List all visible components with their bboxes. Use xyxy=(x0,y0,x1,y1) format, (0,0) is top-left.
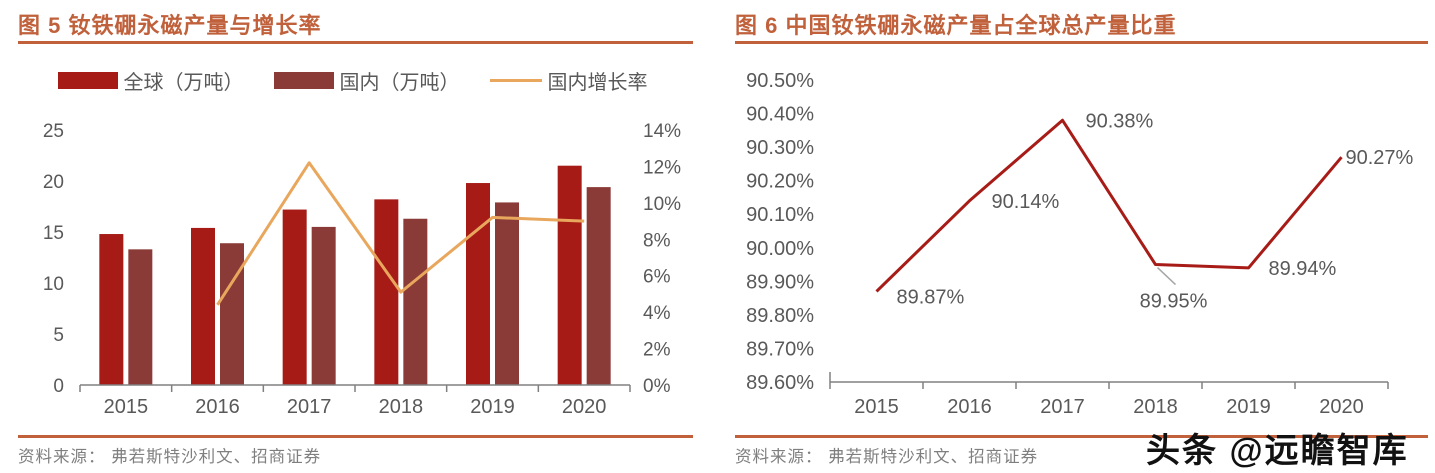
legend-item-global: 全球（万吨） xyxy=(57,66,244,95)
svg-text:89.80%: 89.80% xyxy=(746,305,814,327)
svg-text:15: 15 xyxy=(43,223,64,244)
svg-text:5: 5 xyxy=(53,325,64,346)
figure6-title: 图 6 中国钕铁硼永磁产量占全球总产量比重 xyxy=(735,13,1177,38)
figure5-title: 图 5 钕铁硼永磁产量与增长率 xyxy=(18,13,322,38)
svg-text:2017: 2017 xyxy=(1040,396,1085,418)
svg-text:90.20%: 90.20% xyxy=(746,171,814,193)
figure5-legend: 全球（万吨） 国内（万吨） 国内增长率 xyxy=(18,66,687,95)
svg-text:10: 10 xyxy=(43,274,64,295)
figure5-source: 资料来源： 弗若斯特沙利文、招商证券 xyxy=(18,448,322,466)
legend-label-growth: 国内增长率 xyxy=(547,72,648,94)
svg-text:2019: 2019 xyxy=(470,396,515,418)
svg-text:90.50%: 90.50% xyxy=(746,70,814,92)
svg-text:2018: 2018 xyxy=(1133,396,1178,418)
svg-text:90.14%: 90.14% xyxy=(992,191,1060,213)
figure5-source-rule xyxy=(18,435,693,438)
svg-text:0%: 0% xyxy=(643,376,671,397)
svg-text:14%: 14% xyxy=(643,121,681,142)
svg-text:20: 20 xyxy=(43,172,64,193)
legend-label-domestic: 国内（万吨） xyxy=(339,72,460,94)
figure5-bar-line-chart: 0 5 10 15 20 25 0% 2% 4% 6% 8% 10% 12% 14% 2015 2016 201… xyxy=(43,121,681,418)
svg-text:2016: 2016 xyxy=(195,396,240,418)
growth-line-swatch-icon xyxy=(489,79,542,82)
figure5-title-rule xyxy=(18,41,693,44)
svg-text:89.90%: 89.90% xyxy=(746,271,814,293)
legend-item-domestic: 国内（万吨） xyxy=(273,66,460,95)
svg-text:2020: 2020 xyxy=(562,396,607,418)
svg-text:2017: 2017 xyxy=(287,396,332,418)
global-bar-swatch-icon xyxy=(57,72,118,89)
svg-text:10%: 10% xyxy=(643,194,681,215)
svg-text:90.10%: 90.10% xyxy=(746,204,814,226)
svg-text:89.94%: 89.94% xyxy=(1269,258,1337,280)
svg-text:25: 25 xyxy=(43,121,64,142)
svg-text:90.40%: 90.40% xyxy=(746,104,814,126)
svg-text:89.95%: 89.95% xyxy=(1140,291,1208,313)
figure6-line-chart: 89.60% 89.70% 89.80% 89.90% 90.00% 90.10% 90.2… xyxy=(746,70,1414,418)
svg-text:2015: 2015 xyxy=(104,396,149,418)
legend-label-global: 全球（万吨） xyxy=(123,72,244,94)
legend-item-growth: 国内增长率 xyxy=(489,66,648,95)
figure6-title-rule xyxy=(735,41,1428,44)
svg-text:12%: 12% xyxy=(643,157,681,178)
svg-text:2018: 2018 xyxy=(379,396,424,418)
svg-text:2019: 2019 xyxy=(1226,396,1271,418)
svg-text:90.00%: 90.00% xyxy=(746,238,814,260)
figure6-source-rule xyxy=(735,435,1428,438)
domestic-bar-swatch-icon xyxy=(273,72,334,89)
svg-text:4%: 4% xyxy=(643,303,671,324)
svg-text:2016: 2016 xyxy=(947,396,992,418)
svg-text:6%: 6% xyxy=(643,267,671,288)
toutiao-yuanzhan-watermark: 头条 @远瞻智库 xyxy=(1146,432,1409,470)
svg-text:2015: 2015 xyxy=(854,396,899,418)
svg-text:90.30%: 90.30% xyxy=(746,137,814,159)
svg-text:90.38%: 90.38% xyxy=(1086,110,1154,132)
svg-text:89.60%: 89.60% xyxy=(746,372,814,394)
svg-text:2%: 2% xyxy=(643,340,671,361)
svg-text:89.70%: 89.70% xyxy=(746,338,814,360)
svg-text:89.87%: 89.87% xyxy=(897,286,965,308)
svg-text:8%: 8% xyxy=(643,230,671,251)
svg-text:0: 0 xyxy=(53,376,64,397)
svg-text:2020: 2020 xyxy=(1319,396,1364,418)
figure6-source: 资料来源： 弗若斯特沙利文、招商证券 xyxy=(735,448,1039,466)
svg-text:90.27%: 90.27% xyxy=(1346,147,1414,169)
